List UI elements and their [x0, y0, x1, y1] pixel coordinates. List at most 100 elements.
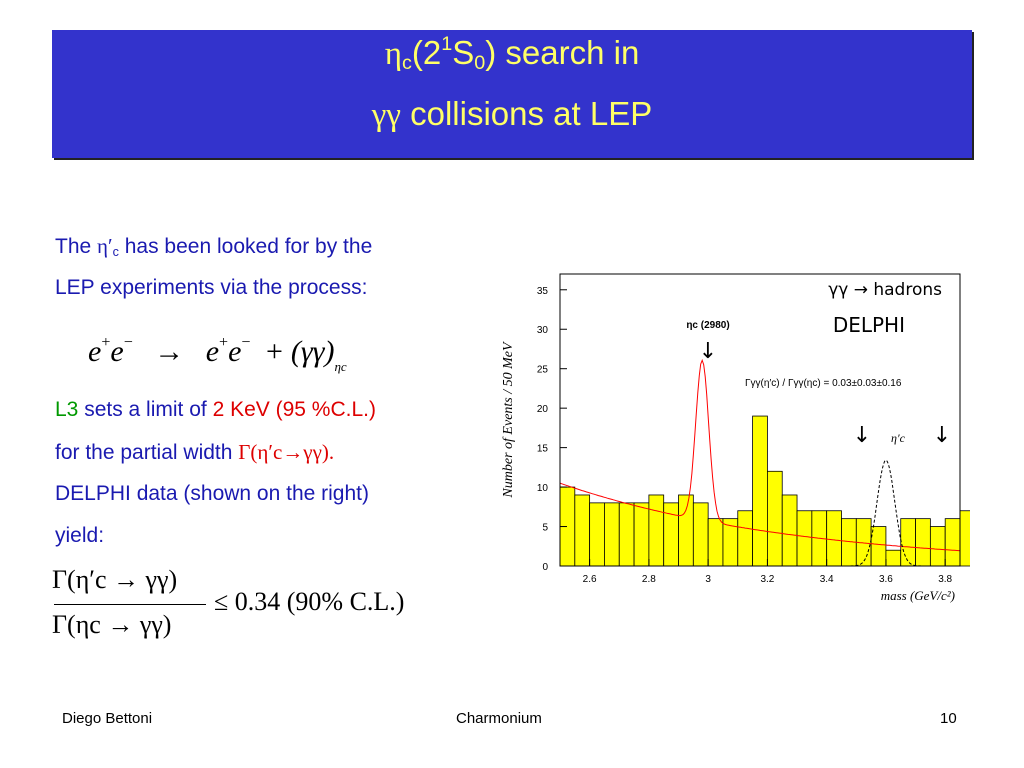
paragraph-line-1: The η′c has been looked for by the	[55, 234, 372, 264]
paragraph-line-2: LEP experiments via the process:	[55, 276, 368, 299]
title-s: S	[452, 34, 475, 72]
histogram-bar	[707, 518, 724, 567]
eq-plus-op: +	[265, 335, 283, 368]
y-tick-label: 0	[542, 562, 548, 573]
etac-prime-signal	[850, 459, 922, 567]
title-line-2: γγ collisions at LEP	[52, 95, 972, 134]
process-label: γγ → hadrons	[828, 280, 942, 300]
paragraph-line-6: yield:	[55, 524, 105, 547]
histogram-bar	[959, 510, 976, 567]
x-tick-label: 3.6	[879, 574, 893, 585]
x-tick-label: 3.2	[760, 574, 774, 585]
histogram-bar	[915, 518, 931, 567]
etac-arrow: ↓	[699, 339, 717, 364]
histogram-bar	[633, 502, 650, 567]
title-rest-1: ) search in	[485, 34, 640, 72]
eq-e: e	[228, 335, 242, 368]
eq-e: e	[205, 335, 220, 368]
histogram-bar	[796, 510, 813, 567]
eq-plus: +	[219, 334, 229, 351]
text-span: The	[55, 235, 98, 258]
title-eta: η	[384, 36, 402, 73]
y-tick-label: 25	[537, 365, 549, 376]
histogram-bar	[604, 502, 620, 567]
histogram-bar	[900, 518, 916, 567]
text-span: sets a limit of	[78, 398, 213, 421]
histogram-bar	[767, 470, 783, 567]
eq-minus: −	[123, 334, 133, 351]
y-tick-label: 15	[537, 444, 549, 455]
eq-eta-c: ηc	[334, 359, 347, 374]
footer-author: Diego Bettoni	[62, 710, 153, 727]
x-tick-label: 2.6	[583, 574, 597, 585]
ratio-annotation: Γγγ(η′c) / Γγγ(ηc) = 0.03±0.03±0.16	[745, 378, 902, 389]
title-c-sub: c	[401, 52, 412, 74]
ratio-numerator: Γ(η′c → γγ)	[52, 565, 178, 594]
l3-label: L3	[55, 398, 79, 421]
histogram-bar	[692, 502, 709, 567]
title-rest-2: collisions at LEP	[400, 95, 653, 132]
histogram-bar	[885, 549, 902, 567]
etacp-arrow-right: ↓	[933, 423, 951, 448]
y-tick-label: 20	[537, 404, 549, 415]
y-tick-label: 35	[537, 286, 549, 297]
etacp-arrow-left: ↓	[853, 423, 871, 448]
etac-label: ηc (2980)	[686, 320, 729, 331]
etacp-label: η′c	[891, 431, 906, 445]
limit-value: 2 KeV (95 %C.L.)	[212, 398, 376, 421]
plot-frame	[559, 273, 961, 567]
histogram-bar	[944, 518, 961, 567]
y-tick-label: 30	[537, 325, 549, 336]
x-tick-label: 3.4	[820, 574, 834, 585]
histogram-bar	[574, 494, 591, 567]
histogram-bar	[781, 494, 798, 567]
eta-prime: η′	[97, 234, 113, 258]
footer-page: 10	[940, 710, 957, 727]
eq-gg: (γγ)	[290, 335, 335, 368]
paragraph-line-4: for the partial width Γ(η′c→γγ).	[55, 440, 334, 465]
title-line-1: ηc(21S0) search in	[52, 25, 972, 82]
x-tick-label: 3.8	[938, 574, 952, 585]
histogram-svg: 0 5 10 15 20 25 30 35 2.6 2.8 3 3.2 3.4 3.6 3.8 Number …	[501, 273, 1024, 603]
title-zero-sub: 0	[474, 52, 486, 74]
histogram-bar	[870, 526, 887, 567]
y-axis-label: Number of Events / 50 MeV	[501, 341, 516, 499]
histogram-bar	[618, 502, 635, 567]
fraction-bar	[54, 604, 206, 605]
y-tick-label: 5	[542, 523, 548, 534]
paragraph-line-5: DELPHI data (shown on the right)	[55, 482, 369, 505]
eq-e: e	[110, 335, 124, 368]
delphi-plot: 0 5 10 15 20 25 30 35 2.6 2.8 3 3.2 3.4 3.6 3.8 Number …	[490, 268, 1024, 608]
x-tick-label: 3	[705, 574, 711, 585]
ratio-rhs: ≤ 0.34 (90% C.L.)	[214, 587, 405, 616]
title-banner: ηc(21S0) search in γγ collisions at LEP	[52, 30, 972, 158]
eq-e: e	[88, 335, 102, 368]
histogram-bar	[826, 510, 842, 567]
eq-minus: −	[241, 334, 251, 351]
eq-plus: +	[101, 334, 111, 351]
histogram-bar	[663, 502, 679, 567]
y-tick-label: 10	[537, 483, 549, 494]
histogram-bar	[737, 510, 753, 567]
title-gamma: γγ	[371, 97, 401, 133]
text-span: has been looked for by the	[118, 235, 373, 258]
title-paren: (2	[411, 34, 442, 72]
histogram-bar	[678, 494, 694, 567]
histogram-bar	[752, 415, 768, 567]
x-tick-label: 2.8	[642, 574, 656, 585]
ratio-denominator: Γ(ηc → γγ)	[52, 610, 172, 639]
x-axis-label: mass (GeV/c²)	[881, 588, 955, 603]
fit-curve	[559, 358, 961, 552]
experiment-label: DELPHI	[833, 313, 905, 337]
histogram-bar	[648, 494, 665, 567]
histogram-bar	[929, 526, 946, 567]
eta-sub: c	[112, 245, 119, 260]
histogram-bar	[589, 502, 605, 567]
title-sup: 1	[441, 33, 453, 56]
text-span: for the partial width	[55, 441, 239, 464]
partial-width-formula: Γ(η′c→γγ).	[238, 440, 335, 464]
eq-arrow: →	[154, 335, 185, 368]
process-equation: e+e− → e+e− + (γγ)ηc	[88, 334, 347, 375]
paragraph-line-3: L3 sets a limit of 2 KeV (95 %C.L.)	[55, 398, 376, 422]
footer-topic: Charmonium	[456, 710, 542, 727]
